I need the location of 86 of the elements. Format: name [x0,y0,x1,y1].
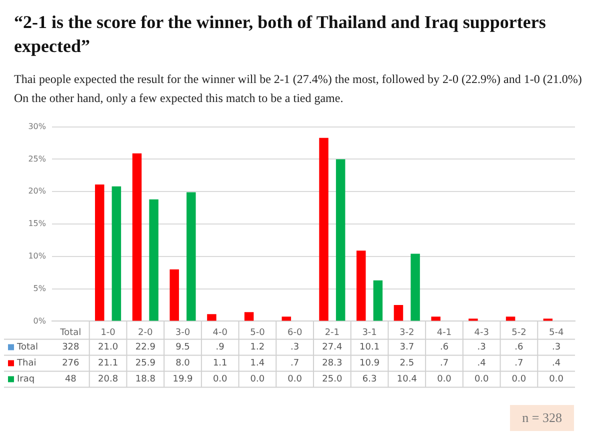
chart-subtitle: Thai people expected the result for the winner will be 2-1 (27.4%) the most, followed by 2-0 (22.9%) and 1-0 (21.0%) On the other hand, only a few expected this match to be a tied game. [14,71,583,107]
bar [319,138,328,321]
y-tick-label: 5% [33,284,46,293]
x-tick-label: 3-0 [175,328,190,338]
text: .6 [514,342,524,353]
data-label: 10.9 [360,358,380,369]
text: 3.7 [400,342,414,353]
data-label: .4 [552,358,561,369]
data-label: 25.9 [135,358,156,369]
data-label: 28.3 [322,358,342,369]
legend-label: Thai [16,358,36,369]
y-tick-label: 10% [28,251,46,260]
bar [373,280,383,321]
bar [244,312,254,321]
text: 27.4 [322,342,342,353]
bar [410,254,420,321]
bar [506,316,516,321]
text: 276 [62,358,80,369]
chart-title: “2-1 is the score for the winner, both of Thailand and Iraq supporters expected” [14,11,547,58]
data-label: 0.0 [288,374,302,385]
bar [394,305,404,321]
bar [170,269,179,321]
data-label: 18.8 [135,374,156,385]
y-tick-label: 20% [28,186,46,196]
x-tick-label: 5-2 [512,328,526,338]
data-label: 6.3 [362,374,377,385]
text: .3 [290,342,300,353]
text: 22.9 [135,342,156,353]
text: n = 328 [510,405,574,431]
x-tick-label: 1-0 [100,328,116,338]
data-label: 8.0 [176,358,190,369]
text: .6 [440,342,449,353]
data-label: 0.0 [549,374,564,385]
text: 48 [64,374,76,385]
bar [336,159,346,321]
bar [356,250,366,321]
bar [95,184,104,321]
data-label: 20.8 [98,374,118,385]
legend-label: Total [16,342,38,353]
x-tick-label: 5-4 [548,328,564,338]
data-label: .7 [290,358,300,369]
x-tick-label: 6-0 [287,328,302,338]
data-label: 1.1 [212,358,228,369]
text: 1.2 [250,342,265,353]
bar [112,186,122,321]
bar [431,316,440,321]
x-tick-label: 4-0 [212,328,228,338]
data-label: .7 [514,358,524,369]
x-tick-label: 4-3 [474,328,489,338]
bar [186,192,196,321]
data-label: 10.4 [396,374,418,385]
y-tick-label: 30% [28,122,46,131]
data-label: 0.0 [437,374,452,385]
data-label: 0.0 [250,374,265,385]
data-label: 21.1 [98,358,118,369]
x-tick-label: 2-0 [138,328,154,338]
legend-label: Iraq [17,374,35,385]
data-label: 25.0 [322,374,342,385]
text: 10.1 [360,342,380,353]
bar [207,314,216,321]
data-label: 0.0 [474,374,490,385]
text: .3 [477,342,486,353]
x-tick-label: Total [59,328,82,338]
bar [149,199,158,321]
text: .9 [216,342,224,353]
data-label: 0.0 [512,374,526,385]
data-label: 1.4 [250,358,265,369]
text: 9.5 [176,342,190,353]
text: .3 [552,342,561,353]
bar [132,153,142,321]
x-tick-label: 2-1 [324,328,340,338]
bar [282,316,292,321]
text: 328 [62,342,80,353]
y-tick-label: 0% [33,316,46,326]
data-label: 2.5 [400,358,414,369]
x-tick-label: 4-1 [436,328,452,338]
x-tick-label: 3-1 [362,328,377,338]
x-tick-label: 5-0 [250,328,266,338]
y-tick-label: 25% [28,154,46,164]
y-tick-label: 15% [28,219,46,228]
data-label: .4 [477,358,486,369]
data-label: .7 [440,358,449,369]
data-label: 0.0 [212,374,228,385]
text: 21.0 [98,342,118,353]
x-tick-label: 3-2 [400,328,414,338]
data-label: 19.9 [172,374,194,385]
